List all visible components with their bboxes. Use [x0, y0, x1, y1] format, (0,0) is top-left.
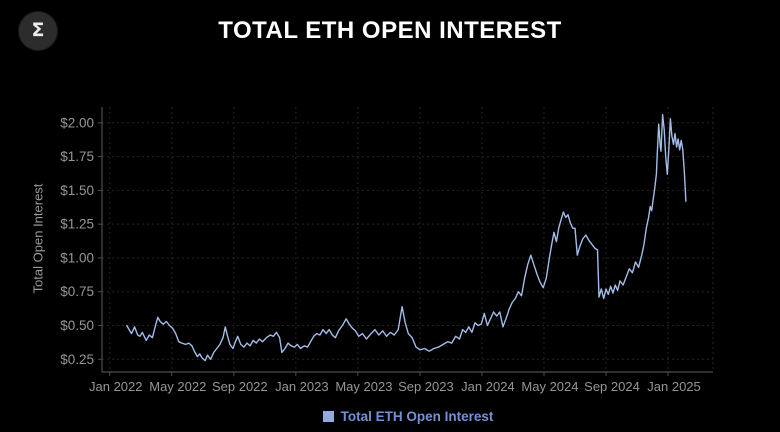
x-tick-label: Jan 2023: [275, 379, 329, 394]
sigma-logo-icon: Σ: [31, 18, 45, 41]
x-tick-label: Jan 2025: [647, 379, 701, 394]
x-tick-label: Sep 2022: [212, 379, 268, 394]
logo-button[interactable]: Σ: [19, 12, 57, 50]
y-tick-label: $1.00: [60, 250, 94, 265]
x-tick-label: Jan 2022: [89, 379, 143, 394]
x-tick-label: Sep 2024: [584, 379, 640, 394]
y-tick-label: $0.50: [60, 318, 94, 333]
y-tick-label: $1.50: [60, 183, 94, 198]
chart-legend[interactable]: Total ETH Open Interest: [0, 409, 780, 424]
legend-label: Total ETH Open Interest: [340, 409, 494, 424]
y-tick-label: $1.75: [60, 149, 94, 164]
y-tick-label: $2.00: [60, 115, 94, 130]
x-tick-label: Jan 2024: [461, 379, 515, 394]
x-tick-label: May 2023: [335, 379, 392, 394]
legend-swatch-icon: [322, 411, 334, 422]
y-tick-label: $0.75: [60, 284, 94, 299]
y-tick-label: $0.25: [60, 352, 94, 367]
page-title: TOTAL ETH OPEN INTEREST: [218, 17, 562, 44]
x-tick-label: May 2022: [149, 379, 206, 394]
y-tick-label: $1.25: [60, 217, 94, 232]
oi-series-line[interactable]: [126, 113, 687, 362]
x-tick-label: Sep 2023: [398, 379, 454, 394]
x-tick-label: May 2024: [521, 379, 578, 394]
